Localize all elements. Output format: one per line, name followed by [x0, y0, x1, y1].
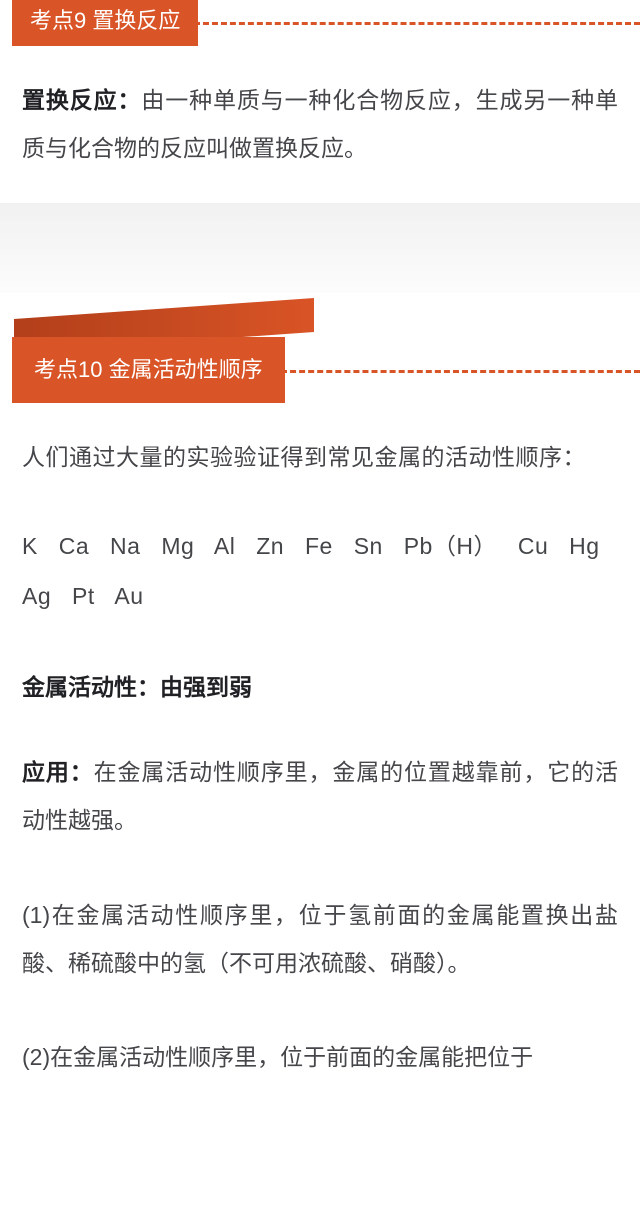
- application-paragraph: 应用：在金属活动性顺序里，金属的位置越靠前，它的活动性越强。: [0, 748, 640, 845]
- dashed-divider: [281, 370, 640, 373]
- section-9-paragraph: 置换反应：由一种单质与一种化合物反应，生成另一种单质与化合物的反应叫做置换反应。: [0, 76, 640, 173]
- section-10-intro: 人们通过大量的实验验证得到常见金属的活动性顺序：: [0, 433, 640, 481]
- strength-line: 金属活动性：由强到弱: [0, 668, 640, 702]
- application-body: 在金属活动性顺序里，金属的位置越靠前，它的活动性越强。: [22, 759, 618, 833]
- section-9-header-row: 考点9 置换反应: [0, 0, 640, 46]
- element-sequence: K Ca Na Mg Al Zn Fe Sn Pb（H） Cu Hg Ag Pt…: [0, 521, 640, 622]
- section-9: 考点9 置换反应 置换反应：由一种单质与一种化合物反应，生成另一种单质与化合物的…: [0, 0, 640, 203]
- strength-value: 由强到弱: [160, 674, 252, 700]
- section-10-header-row: 考点10 金属活动性顺序: [0, 313, 640, 403]
- section-10: 考点10 金属活动性顺序 人们通过大量的实验验证得到常见金属的活动性顺序： K …: [0, 293, 640, 1102]
- point-1: (1)在金属活动性顺序里，位于氢前面的金属能置换出盐酸、稀硫酸中的氢（不可用浓硫…: [0, 891, 640, 988]
- point-2: (2)在金属活动性顺序里，位于前面的金属能把位于: [0, 1033, 640, 1081]
- application-label: 应用：: [22, 759, 94, 785]
- section-10-tag: 考点10 金属活动性顺序: [12, 337, 285, 403]
- section-9-tag: 考点9 置换反应: [12, 0, 198, 46]
- dashed-divider: [194, 22, 640, 25]
- strength-label: 金属活动性：: [22, 674, 160, 700]
- section-gap: [0, 203, 640, 293]
- term-label: 置换反应：: [22, 87, 141, 113]
